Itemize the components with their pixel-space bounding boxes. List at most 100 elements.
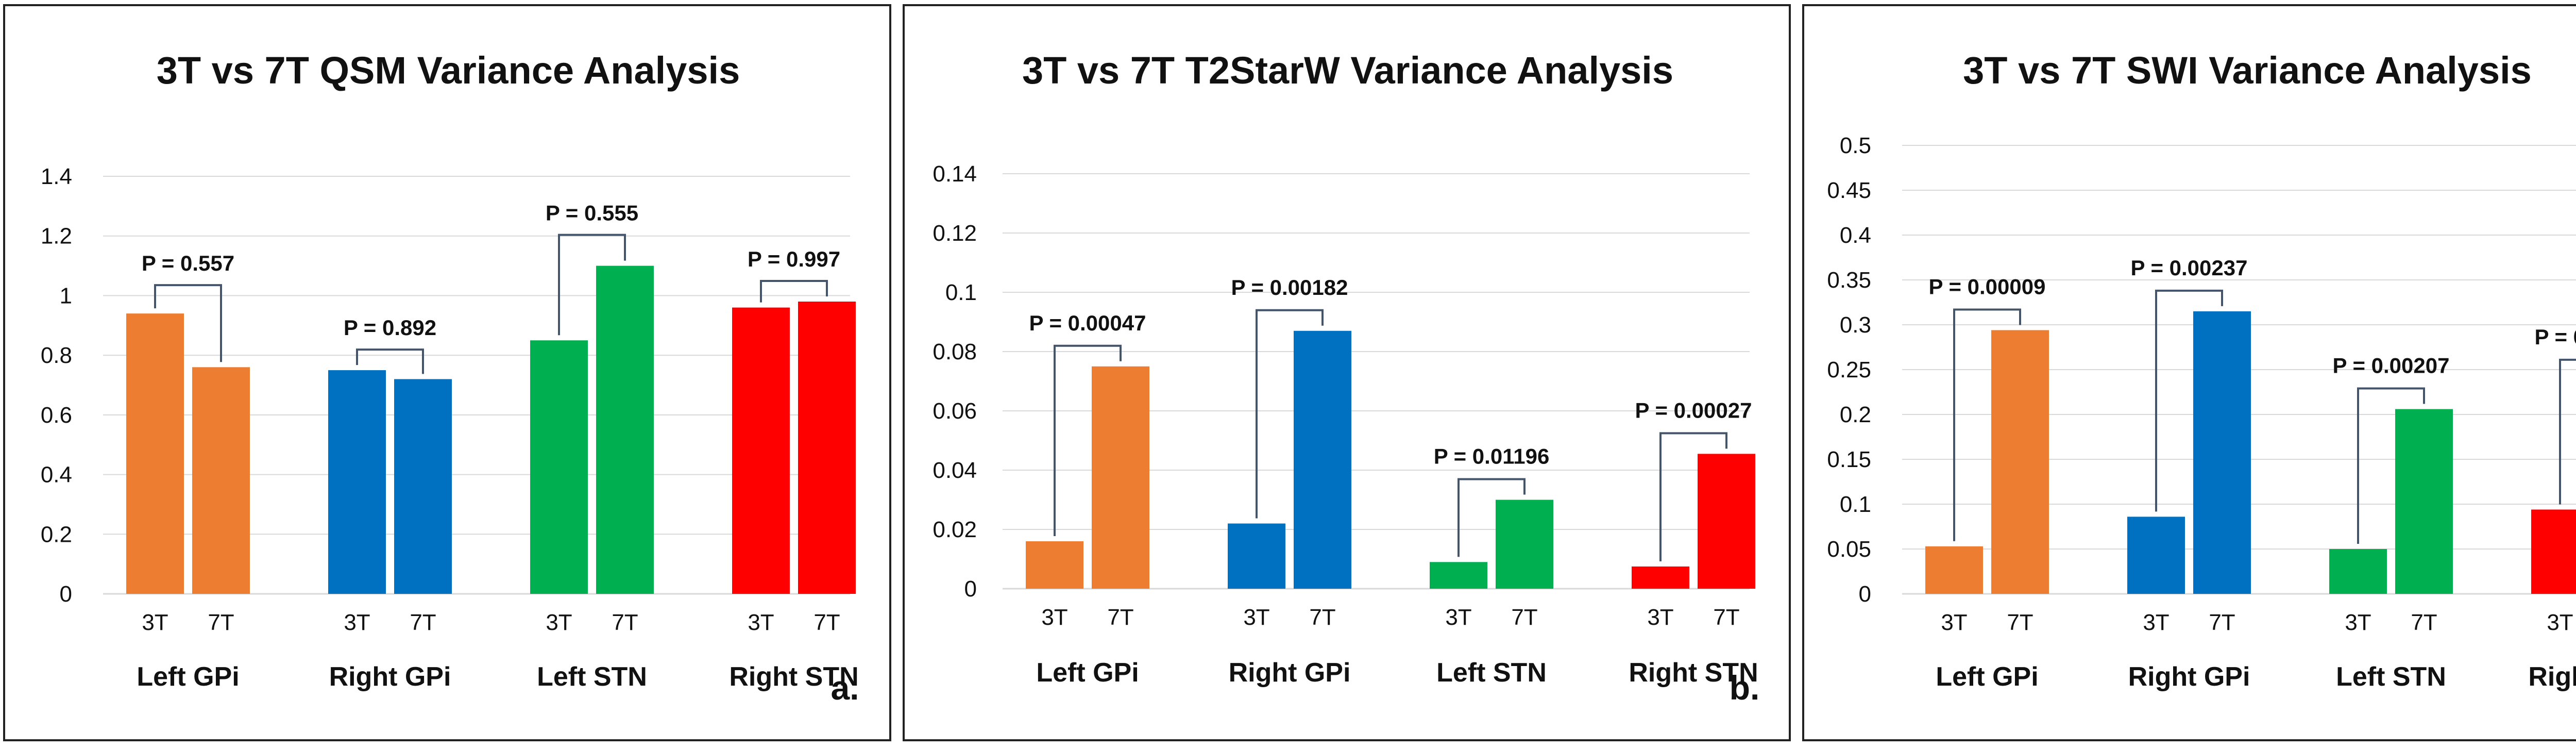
y-tick-label: 0.25 xyxy=(1827,357,1871,383)
group-label: Right STN xyxy=(2528,662,2576,692)
panel-qsm: 3T vs 7T QSM Variance Analysis 0 0.2 0.4 0.6… xyxy=(3,4,891,741)
p-value-bracket xyxy=(1659,432,1727,561)
bar-label: 7T xyxy=(1107,605,1133,630)
bar-label: 3T xyxy=(1243,605,1269,630)
bar-right-gpi-3t xyxy=(2127,517,2185,594)
y-tick-label: 1 xyxy=(60,283,72,308)
y-tick-label: 0.6 xyxy=(41,403,72,428)
y-tick-label: 0.2 xyxy=(1840,402,1871,427)
p-value-bracket xyxy=(558,234,626,336)
group-label: Right GPi xyxy=(329,662,451,692)
chart-swi: 3T vs 7T SWI Variance Analysis 0 0.05 0.1 0.… xyxy=(1827,49,2576,692)
bar-label: 7T xyxy=(2007,610,2033,635)
y-tick-label: 0.5 xyxy=(1840,133,1871,158)
y-tick-label: 0.1 xyxy=(1840,492,1871,517)
bar-label: 3T xyxy=(1041,605,1067,630)
panel-label: a. xyxy=(831,669,859,707)
p-value-bracket xyxy=(1256,309,1324,519)
group-label: Right STN xyxy=(729,662,858,692)
bar-label: 7T xyxy=(1511,605,1537,630)
p-value-label: P = 0.01196 xyxy=(1434,444,1550,469)
bar-right-gpi-7t xyxy=(2193,311,2251,594)
bar-label: 3T xyxy=(2547,610,2573,635)
y-tick-label: 0.35 xyxy=(1827,268,1871,293)
bar-right-stn-3t xyxy=(1632,566,1689,589)
bar-label: 7T xyxy=(814,610,840,635)
group-label: Right STN xyxy=(1629,658,1758,688)
bar-left-stn-7t xyxy=(2395,409,2453,594)
panel-swi: 3T vs 7T SWI Variance Analysis 0 0.05 0.1 0.… xyxy=(1802,4,2576,741)
bar-right-stn-7t xyxy=(798,302,856,594)
y-tick-label: 0.4 xyxy=(1840,223,1871,248)
bar-right-gpi-3t xyxy=(328,370,386,594)
p-value-label: P = 0.00047 xyxy=(1029,311,1146,335)
y-tick-label: 0.45 xyxy=(1827,178,1871,203)
y-tick-label: 0.1 xyxy=(945,280,977,305)
group-label: Right GPi xyxy=(1229,658,1351,688)
group-label: Left STN xyxy=(1436,658,1547,688)
y-tick-label: 0.06 xyxy=(933,398,977,424)
p-value-label: P = 0.892 xyxy=(344,315,436,340)
y-tick-label: 1.2 xyxy=(41,224,72,249)
p-value-label: P = 0.00237 xyxy=(2131,256,2248,280)
panel-t2starw: 3T vs 7T T2StarW Variance Analysis 0 0.02 0… xyxy=(903,4,1791,741)
group-label: Left GPi xyxy=(1036,658,1139,688)
y-tick-label: 0 xyxy=(964,576,977,602)
bar-left-gpi-7t xyxy=(1092,366,1149,589)
bar-right-gpi-7t xyxy=(1294,330,1351,589)
bar-left-stn-7t xyxy=(1496,500,1553,589)
bar-label: 7T xyxy=(2411,610,2437,635)
p-value-label: P = 0.00207 xyxy=(2333,354,2450,378)
group-label: Left STN xyxy=(2336,662,2446,692)
chart-title: 3T vs 7T QSM Variance Analysis xyxy=(157,49,740,92)
group-label: Left GPi xyxy=(137,662,239,692)
bar-right-stn-3t xyxy=(732,307,790,594)
y-tick-label: 0.2 xyxy=(41,522,72,547)
bar-label: 7T xyxy=(612,610,638,635)
y-tick-label: 0.14 xyxy=(933,161,977,187)
p-value-label: P = 0.997 xyxy=(748,247,840,271)
y-tick-label: 0.12 xyxy=(933,221,977,246)
bar-label: 3T xyxy=(2345,610,2371,635)
bar-label: 7T xyxy=(2209,610,2235,635)
bar-label: 3T xyxy=(1647,605,1673,630)
p-value-bracket xyxy=(1054,344,1122,536)
y-tick-label: 0 xyxy=(1859,581,1871,607)
group-label: Left GPi xyxy=(1936,662,2038,692)
p-value-bracket xyxy=(154,284,222,362)
group-label: Left STN xyxy=(537,662,647,692)
y-tick-label: 0.8 xyxy=(41,343,72,368)
p-value-label: P = 0.557 xyxy=(142,251,234,275)
chart-t2starw: 3T vs 7T T2StarW Variance Analysis 0 0.02 0… xyxy=(933,49,1759,707)
bar-label: 3T xyxy=(1445,605,1471,630)
bar-left-stn-3t xyxy=(1430,562,1487,589)
y-tick-label: 0.05 xyxy=(1827,537,1871,562)
chart-title: 3T vs 7T T2StarW Variance Analysis xyxy=(1022,49,1673,92)
bar-label: 3T xyxy=(344,610,370,635)
bar-left-gpi-7t xyxy=(1991,330,2049,594)
group-label: Right GPi xyxy=(2128,662,2250,692)
p-value-bracket xyxy=(2559,358,2576,505)
p-value-bracket xyxy=(760,280,828,303)
y-tick-label: 0.15 xyxy=(1827,447,1871,472)
bar-label: 3T xyxy=(2143,610,2169,635)
bar-right-gpi-3t xyxy=(1228,523,1285,589)
bar-label: 3T xyxy=(1941,610,1967,635)
bar-left-gpi-3t xyxy=(1925,546,1983,594)
p-value-label: P = 0.04140 xyxy=(2535,325,2576,349)
p-value-bracket xyxy=(356,348,424,374)
bar-left-stn-7t xyxy=(596,265,654,594)
bar-label: 3T xyxy=(142,610,168,635)
y-tick-label: 0.08 xyxy=(933,339,977,364)
bar-label: 7T xyxy=(1309,605,1335,630)
p-value-bracket xyxy=(1953,308,2021,541)
p-value-label: P = 0.00009 xyxy=(1929,274,2046,298)
bar-label: 3T xyxy=(748,610,774,635)
y-tick-label: 0.02 xyxy=(933,517,977,542)
bar-left-gpi-3t xyxy=(1026,541,1083,589)
y-tick-label: 0.3 xyxy=(1840,312,1871,338)
p-value-label: P = 0.00027 xyxy=(1635,398,1752,422)
y-tick-label: 0.04 xyxy=(933,458,977,483)
bar-left-stn-3t xyxy=(530,340,588,594)
